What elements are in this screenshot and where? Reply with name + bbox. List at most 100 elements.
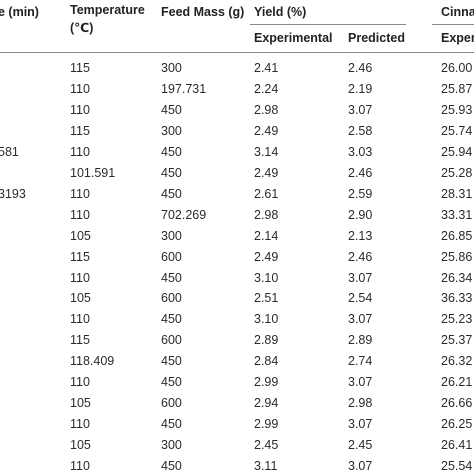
- table-cell: 3.07: [348, 102, 373, 117]
- table-cell: 2.49: [254, 165, 279, 180]
- table-cell: 110: [70, 144, 90, 159]
- table-cell: 2.99: [254, 375, 279, 390]
- table-cell: 2.13: [348, 228, 373, 243]
- table-cell: 3.14: [254, 144, 279, 159]
- table-cell: 300: [161, 123, 182, 138]
- table-cell: 28.31: [441, 186, 473, 201]
- table-cell: 3.07: [348, 459, 373, 474]
- table-cell: 2.99: [254, 417, 279, 432]
- table-cell: 26.66: [441, 396, 473, 411]
- table-cell: 2.94: [254, 396, 279, 411]
- table-cell: 105: [70, 228, 91, 243]
- table-cell: 25.94: [441, 144, 473, 159]
- table-cell: 450: [161, 165, 182, 180]
- table-cell: 110: [70, 375, 90, 390]
- table-cell: 25.54: [441, 459, 473, 474]
- header-cell: e (min): [0, 5, 39, 19]
- table-cell: 600: [161, 333, 182, 348]
- table-cell: 450: [161, 144, 182, 159]
- header-rule: [0, 52, 474, 53]
- table-cell: 2.14: [254, 228, 279, 243]
- table-cell: 115: [70, 123, 90, 138]
- table-cell: 115: [70, 61, 90, 75]
- table-cell: 105: [70, 291, 91, 306]
- table-cell: 600: [161, 249, 182, 264]
- table-cell: 2.45: [348, 438, 373, 453]
- table-cell: 118.409: [70, 354, 115, 369]
- table-cell: 2.41: [254, 61, 279, 75]
- table-cell: 300: [161, 61, 182, 75]
- table-cell: 3193: [0, 186, 26, 201]
- table-cell: 2.19: [348, 81, 373, 96]
- header-cell: Temperature: [70, 3, 145, 17]
- header-cell: Cinna: [441, 5, 474, 19]
- table-cell: 2.46: [348, 249, 373, 264]
- table-cell: 25.87: [441, 81, 473, 96]
- table-cell: 115: [70, 333, 90, 348]
- table-cell: 25.23: [441, 312, 473, 327]
- table-cell: 26.25: [441, 417, 473, 432]
- table-cell: 110: [70, 312, 90, 327]
- table-cell: 3.10: [254, 270, 279, 285]
- table-cell: 2.89: [254, 333, 279, 348]
- table-cell: 110: [70, 81, 90, 96]
- table-cell: 197.731: [161, 81, 207, 96]
- table-cell: 110: [70, 207, 90, 222]
- table-cell: 2.45: [254, 438, 279, 453]
- table-cell: 3.10: [254, 312, 279, 327]
- table-cell: 26.85: [441, 228, 473, 243]
- table-cell: 110: [70, 270, 90, 285]
- table-cell: 3.07: [348, 270, 373, 285]
- table-cell: 26.21: [441, 375, 473, 390]
- table-cell: 702.269: [161, 207, 207, 222]
- table-cell: 450: [161, 312, 182, 327]
- table-cell: 300: [161, 438, 182, 453]
- table-cell: 2.49: [254, 123, 279, 138]
- table-cell: 2.24: [254, 81, 279, 96]
- table-cell: 2.58: [348, 123, 373, 138]
- table-cell: 2.49: [254, 249, 279, 264]
- table-cell: 26.32: [441, 354, 473, 369]
- table-cell: 2.89: [348, 333, 373, 348]
- table-cell: 450: [161, 417, 182, 432]
- table-cell: 25.37: [441, 333, 473, 348]
- header-cell: Predicted: [348, 31, 405, 45]
- table-cell: 3.07: [348, 375, 373, 390]
- table-cell: 2.46: [348, 61, 373, 75]
- table-cell: 105: [70, 396, 91, 411]
- table-cell: 25.86: [441, 249, 473, 264]
- table-cell: 101.591: [70, 165, 116, 180]
- table-cell: 25.74: [441, 123, 473, 138]
- table-cell: 2.98: [254, 207, 279, 222]
- table-cell: 25.93: [441, 102, 473, 117]
- table-cell: 2.98: [254, 102, 279, 117]
- table-cell: 600: [161, 396, 182, 411]
- table-cell: 3.07: [348, 417, 373, 432]
- table-cell: 110: [70, 459, 90, 474]
- header-cell: Experi: [441, 31, 474, 45]
- table-cell: 2.46: [348, 165, 373, 180]
- table-cell: 110: [70, 102, 90, 117]
- table-cell: 3.11: [254, 459, 278, 474]
- table-cell: 2.59: [348, 186, 373, 201]
- table-cell: 105: [70, 438, 91, 453]
- table-cell: 33.31: [441, 207, 473, 222]
- table-cell: 450: [161, 375, 182, 390]
- table-cell: 26.00: [441, 61, 473, 75]
- table-cell: 600: [161, 291, 182, 306]
- table-cell: 300: [161, 228, 182, 243]
- table-cell: 2.51: [254, 291, 279, 306]
- table-cell: 581: [0, 144, 19, 159]
- table-cell: 26.41: [441, 438, 473, 453]
- table-cell: 36.33: [441, 291, 473, 306]
- header-cell: Yield (%): [254, 5, 307, 19]
- table-cell: 2.74: [348, 354, 373, 369]
- table-cell: 26.34: [441, 270, 473, 285]
- table-cell: 2.84: [254, 354, 279, 369]
- table-cell: 2.61: [254, 186, 279, 201]
- table-cell: 25.28: [441, 165, 473, 180]
- header-cell: (℃): [70, 21, 94, 35]
- yield-group-rule: [250, 24, 406, 25]
- header-cell: Experimental: [254, 31, 333, 45]
